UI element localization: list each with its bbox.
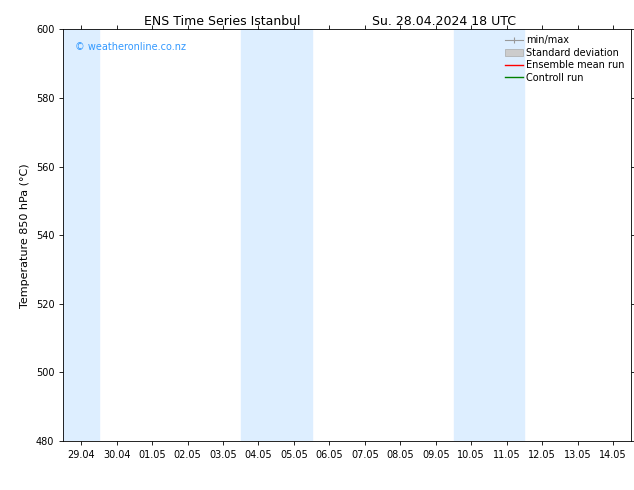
- Text: ENS Time Series Istanbul: ENS Time Series Istanbul: [144, 15, 300, 28]
- Text: © weatheronline.co.nz: © weatheronline.co.nz: [75, 42, 186, 52]
- Text: Su. 28.04.2024 18 UTC: Su. 28.04.2024 18 UTC: [372, 15, 516, 28]
- Legend: min/max, Standard deviation, Ensemble mean run, Controll run: min/max, Standard deviation, Ensemble me…: [501, 31, 629, 86]
- Bar: [453, 29, 524, 441]
- Y-axis label: Temperature 850 hPa (°C): Temperature 850 hPa (°C): [20, 163, 30, 308]
- Bar: [241, 29, 312, 441]
- Bar: [63, 29, 99, 441]
